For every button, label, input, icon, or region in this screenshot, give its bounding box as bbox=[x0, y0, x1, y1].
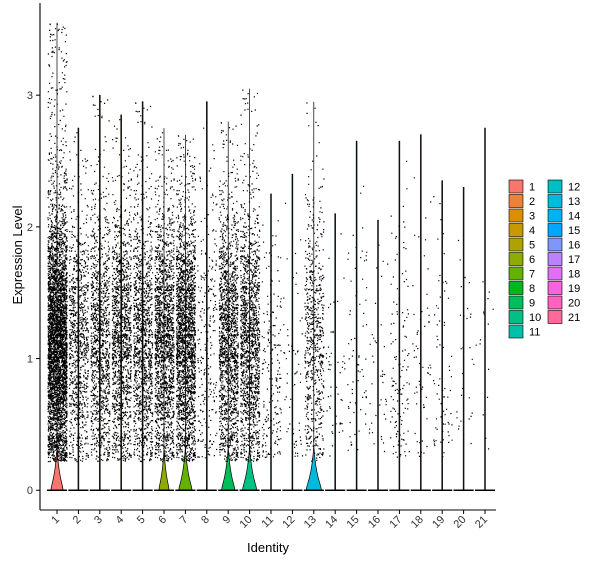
points-5 bbox=[133, 102, 154, 463]
points-18 bbox=[412, 177, 432, 457]
y-tick-label-1: 1 bbox=[27, 354, 33, 366]
violin-18 bbox=[420, 134, 422, 491]
legend-label-5: 5 bbox=[529, 240, 535, 252]
violin-8 bbox=[206, 101, 208, 491]
legend-label-4: 4 bbox=[529, 225, 535, 237]
points-4 bbox=[111, 119, 132, 462]
legend-key-15 bbox=[547, 223, 563, 237]
x-tick-label-14: 14 bbox=[323, 514, 340, 531]
legend-key-17 bbox=[547, 252, 563, 266]
legend-key-20 bbox=[547, 295, 563, 310]
legend-label-3: 3 bbox=[529, 211, 535, 223]
legend-key-4 bbox=[508, 223, 524, 237]
legend-key-2 bbox=[508, 194, 524, 208]
violin-16 bbox=[377, 219, 379, 491]
legend-key-21 bbox=[547, 310, 563, 324]
points-7 bbox=[175, 135, 197, 462]
x-tick-label-17: 17 bbox=[387, 514, 404, 531]
legend-label-18: 18 bbox=[568, 269, 580, 281]
x-tick-label-12: 12 bbox=[280, 514, 297, 531]
violin-21 bbox=[484, 127, 486, 491]
legend-label-17: 17 bbox=[568, 254, 580, 266]
x-tick-label-20: 20 bbox=[452, 514, 469, 531]
points-15 bbox=[347, 185, 368, 451]
violin-20 bbox=[462, 187, 465, 491]
legend-label-7: 7 bbox=[529, 269, 535, 281]
violins-layer bbox=[46, 22, 496, 491]
legend-label-14: 14 bbox=[568, 211, 580, 223]
y-tick-label-2: 2 bbox=[27, 222, 33, 234]
legend-label-11: 11 bbox=[529, 327, 540, 339]
legend-label-2: 2 bbox=[529, 196, 535, 208]
legend-label-19: 19 bbox=[568, 283, 580, 295]
legend-label-20: 20 bbox=[568, 298, 580, 310]
points-9 bbox=[218, 122, 239, 462]
x-tick-label-3: 3 bbox=[92, 514, 105, 527]
points-10 bbox=[240, 89, 261, 463]
x-tick-label-21: 21 bbox=[473, 514, 490, 531]
legend-label-21: 21 bbox=[568, 312, 580, 324]
legend-key-8 bbox=[508, 281, 524, 295]
legend-key-14 bbox=[547, 208, 563, 223]
x-tick-label-4: 4 bbox=[114, 514, 127, 527]
points-13 bbox=[304, 102, 325, 462]
x-tick-label-1: 1 bbox=[49, 514, 62, 527]
legend-key-5 bbox=[508, 237, 524, 252]
legend-key-7 bbox=[508, 266, 524, 281]
legend-label-1: 1 bbox=[529, 182, 535, 194]
legend-key-9 bbox=[508, 295, 524, 310]
violin-19 bbox=[441, 180, 443, 491]
y-axis-title: Expression Level bbox=[10, 205, 25, 304]
x-tick-label-8: 8 bbox=[199, 514, 212, 527]
x-tick-label-2: 2 bbox=[71, 514, 84, 527]
x-tick-label-15: 15 bbox=[345, 514, 362, 531]
legend-key-13 bbox=[547, 194, 563, 208]
x-tick-label-11: 11 bbox=[260, 514, 277, 531]
points-12 bbox=[283, 202, 304, 457]
points-20 bbox=[456, 239, 475, 445]
legend-key-16 bbox=[547, 237, 563, 252]
points-11 bbox=[261, 220, 282, 458]
x-tick-label-5: 5 bbox=[135, 514, 148, 527]
x-tick-label-16: 16 bbox=[366, 514, 383, 531]
legend-key-1 bbox=[508, 179, 524, 194]
legend-key-11 bbox=[508, 324, 524, 339]
x-tick-label-13: 13 bbox=[302, 514, 319, 531]
x-tick-label-10: 10 bbox=[238, 514, 255, 531]
legend-key-12 bbox=[547, 179, 563, 194]
x-tick-label-18: 18 bbox=[409, 514, 426, 531]
points-1 bbox=[47, 23, 68, 463]
legend-label-12: 12 bbox=[568, 182, 580, 194]
y-tick-label-0: 0 bbox=[27, 485, 33, 497]
legend-key-10 bbox=[508, 310, 524, 324]
legend-label-10: 10 bbox=[529, 312, 541, 324]
points-8 bbox=[197, 127, 218, 459]
legend-label-13: 13 bbox=[568, 196, 580, 208]
x-tick-label-7: 7 bbox=[178, 514, 191, 527]
legend-label-9: 9 bbox=[529, 298, 535, 310]
x-tick-label-9: 9 bbox=[221, 514, 234, 527]
legend-label-15: 15 bbox=[568, 225, 580, 237]
x-tick-label-6: 6 bbox=[156, 514, 169, 527]
points-layer bbox=[47, 23, 494, 463]
violin-17 bbox=[398, 140, 401, 491]
points-6 bbox=[154, 132, 175, 463]
x-axis-title: Identity bbox=[247, 540, 289, 555]
violin-14 bbox=[334, 213, 336, 491]
legend-label-6: 6 bbox=[529, 254, 535, 266]
x-tick-label-19: 19 bbox=[430, 514, 447, 531]
legend-key-3 bbox=[508, 208, 524, 223]
points-2 bbox=[68, 132, 90, 463]
legend-key-19 bbox=[547, 281, 563, 295]
points-3 bbox=[90, 95, 111, 462]
violin-12 bbox=[291, 173, 294, 491]
legend-label-16: 16 bbox=[568, 240, 580, 252]
legend-key-6 bbox=[508, 252, 524, 266]
y-tick-label-3: 3 bbox=[27, 90, 33, 102]
legend-label-8: 8 bbox=[529, 283, 535, 295]
legend-key-18 bbox=[547, 266, 563, 281]
